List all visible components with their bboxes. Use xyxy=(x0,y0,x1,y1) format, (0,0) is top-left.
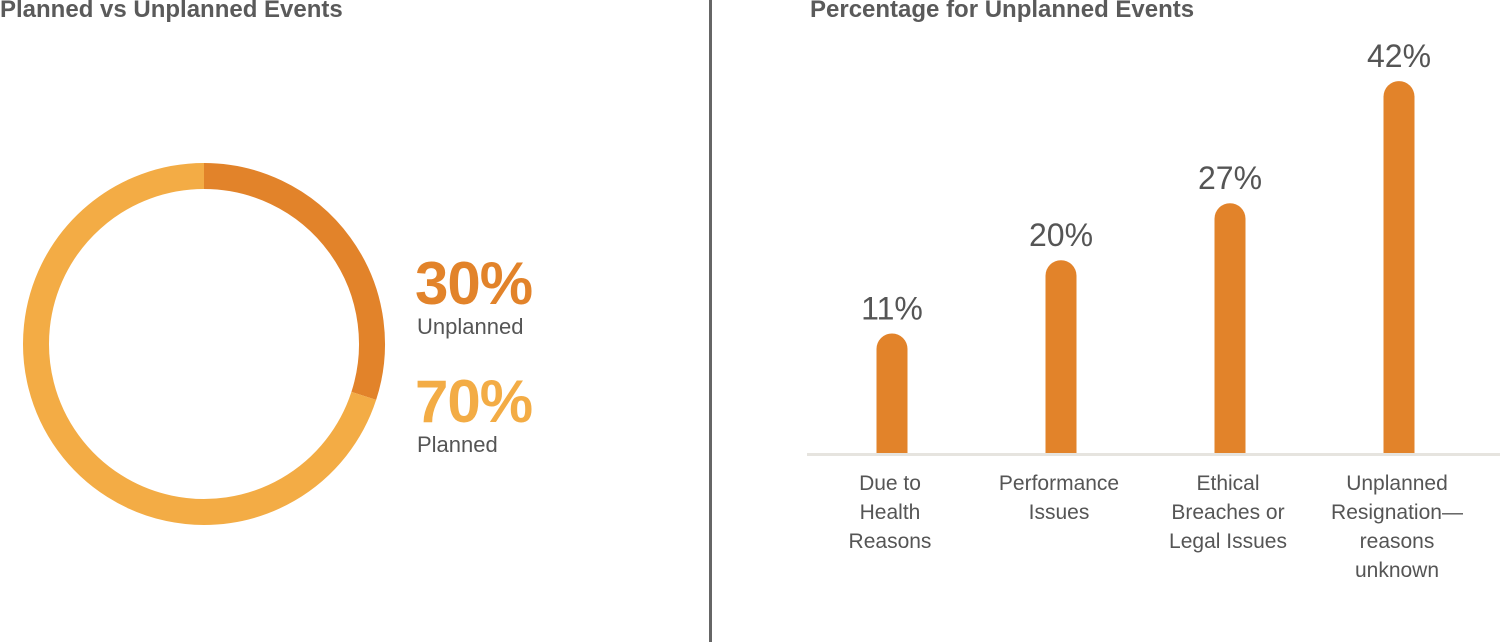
category-label: Performance xyxy=(999,472,1119,495)
donut-chart-title: Planned vs Unplanned Events xyxy=(0,0,343,23)
bar-value-label: 11% xyxy=(861,290,923,326)
category-label: Ethical xyxy=(1196,472,1259,495)
panel-divider xyxy=(709,0,712,642)
bar-2 xyxy=(1214,203,1246,453)
donut-slice-unplanned xyxy=(203,163,385,400)
bar-0 xyxy=(876,333,908,453)
category-label: Resignation— xyxy=(1331,501,1463,524)
bar-1 xyxy=(1045,260,1077,453)
category-label: Health xyxy=(860,501,921,524)
category-label: Unplanned xyxy=(1346,472,1448,495)
bar-chart-title: Percentage for Unplanned Events xyxy=(810,0,1195,23)
unplanned-label: Unplanned xyxy=(417,314,524,339)
category-label: Reasons xyxy=(849,530,932,553)
unplanned-percent: 30% xyxy=(415,250,533,317)
category-label: Due to xyxy=(859,472,921,495)
category-label: reasons xyxy=(1360,530,1435,553)
category-label: Legal Issues xyxy=(1169,530,1287,553)
bar-value-label: 20% xyxy=(1029,217,1093,253)
category-label: Breaches or xyxy=(1171,501,1284,524)
bar-value-label: 42% xyxy=(1367,38,1431,74)
donut-slice-planned xyxy=(23,163,377,525)
bar-value-label: 27% xyxy=(1198,160,1262,196)
planned-percent: 70% xyxy=(415,368,533,435)
bar-3 xyxy=(1383,81,1415,453)
category-label: unknown xyxy=(1355,559,1439,582)
planned-label: Planned xyxy=(417,432,498,457)
category-label: Issues xyxy=(1029,501,1090,524)
